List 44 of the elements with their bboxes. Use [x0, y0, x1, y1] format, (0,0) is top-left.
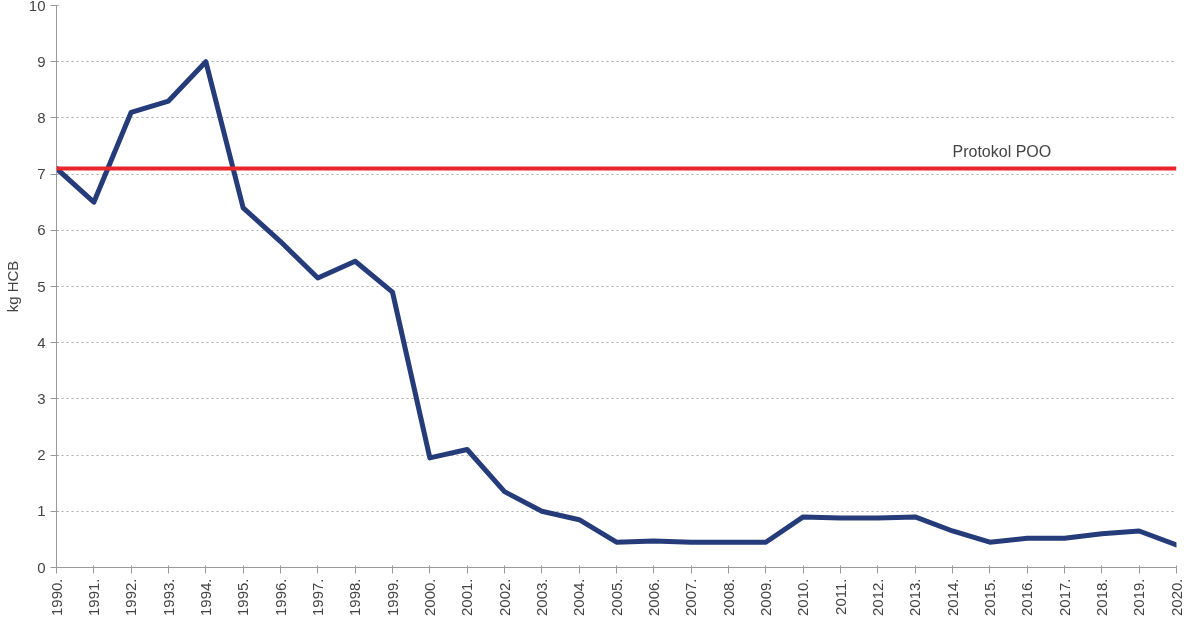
y-tick-label: 3 [37, 389, 46, 407]
x-tick-label: 2017. [1055, 578, 1073, 617]
x-tick-label: 2019. [1130, 578, 1148, 617]
y-tick-label: 5 [37, 277, 46, 295]
x-tick-label: 2010. [794, 578, 812, 617]
x-tick-label: 1991. [84, 578, 102, 617]
y-tick-label: 6 [37, 221, 46, 239]
y-tick-label: 2 [37, 446, 46, 464]
y-tick-label: 7 [37, 165, 46, 183]
ref-line-label: Protokol POO [952, 143, 1052, 161]
x-tick-label: 2009. [756, 578, 774, 617]
x-tick-label: 2005. [607, 578, 625, 617]
x-tick-label: 1992. [122, 578, 140, 617]
x-tick-label: 2006. [644, 578, 662, 617]
x-tick-label: 2014. [943, 578, 961, 617]
x-tick-label: 2007. [682, 578, 700, 617]
x-tick-label: 2015. [980, 578, 998, 617]
x-tick-label: 2012. [868, 578, 886, 617]
x-tick-label: 2011. [831, 578, 849, 615]
x-tick-label: 1995. [234, 578, 252, 617]
y-axis-title: kg HCB [3, 260, 21, 313]
x-tick-label: 1994. [196, 578, 214, 617]
y-tick-label: 1 [37, 502, 46, 520]
x-tick-label: 2003. [532, 578, 550, 617]
x-tick-label: 2008. [719, 578, 737, 617]
x-tick-label: 2000. [420, 578, 438, 617]
y-tick-label: 10 [28, 0, 46, 14]
x-tick-label: 2020. [1167, 578, 1185, 617]
y-tick-label: 0 [37, 558, 46, 576]
y-tick-label: 9 [37, 52, 46, 70]
y-tick-label: 4 [37, 333, 46, 351]
x-tick-label: 1997. [308, 578, 326, 617]
x-tick-label: 1999. [383, 578, 401, 617]
x-tick-label: 2001. [458, 578, 476, 617]
x-tick-label: 1996. [271, 578, 289, 617]
x-tick-label: 1993. [159, 578, 177, 617]
x-tick-label: 2002. [495, 578, 513, 617]
y-tick-label: 8 [37, 108, 46, 126]
x-tick-label: 1990. [47, 578, 65, 617]
x-tick-label: 2013. [906, 578, 924, 617]
x-tick-label: 2018. [1092, 578, 1110, 617]
x-tick-label: 2016. [1018, 578, 1036, 617]
x-tick-label: 1998. [346, 578, 364, 617]
x-tick-label: 2004. [570, 578, 588, 617]
